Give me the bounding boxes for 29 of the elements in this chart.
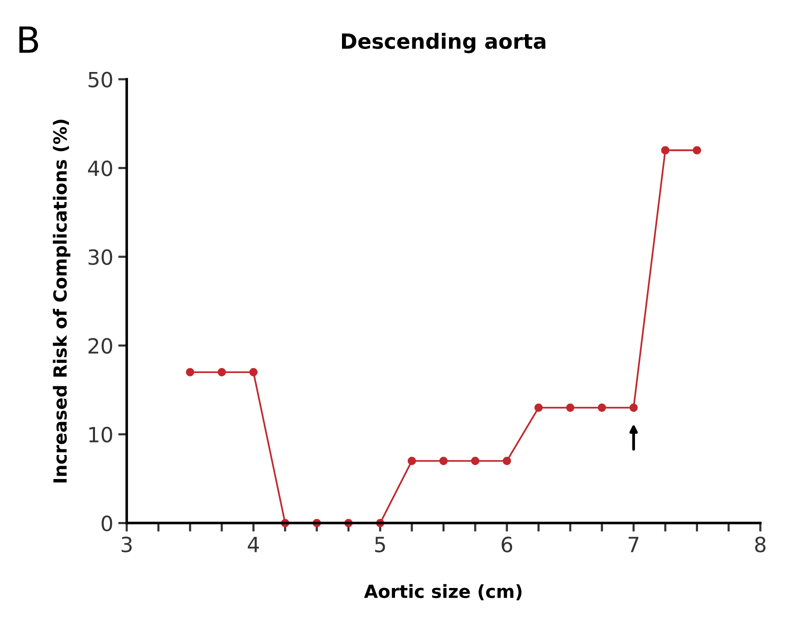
- point: [629, 403, 638, 412]
- y-axis-title: Increased Risk of Complications (%): [52, 120, 70, 482]
- point: [439, 456, 448, 466]
- chart-title: Descending aorta: [342, 32, 546, 54]
- point: [408, 456, 416, 466]
- x-axis-title: Aortic size (cm): [364, 584, 522, 600]
- point: [598, 403, 606, 412]
- point: [692, 146, 702, 154]
- x-tick-label: 3: [122, 536, 132, 552]
- point: [249, 368, 258, 376]
- y-tick-label: 40: [88, 160, 112, 176]
- x-tick-label: 5: [375, 536, 385, 552]
- y-tick-label: 50: [88, 72, 112, 88]
- y-tick-label: 10: [89, 426, 112, 442]
- y-tick-label: 0: [102, 516, 112, 532]
- x-tick-label: 7: [628, 536, 638, 552]
- point: [218, 368, 226, 376]
- x-tick-label: 8: [755, 536, 766, 552]
- point: [566, 403, 574, 412]
- point: [502, 456, 512, 466]
- y-tick-label: 30: [88, 249, 112, 265]
- point: [661, 146, 670, 154]
- point: [534, 403, 543, 412]
- y-tick-label: 20: [88, 338, 112, 354]
- point: [471, 456, 480, 466]
- point: [186, 368, 194, 376]
- x-tick-label: 4: [248, 536, 259, 552]
- text: B: [19, 26, 38, 53]
- x-tick-label: 6: [502, 536, 512, 552]
